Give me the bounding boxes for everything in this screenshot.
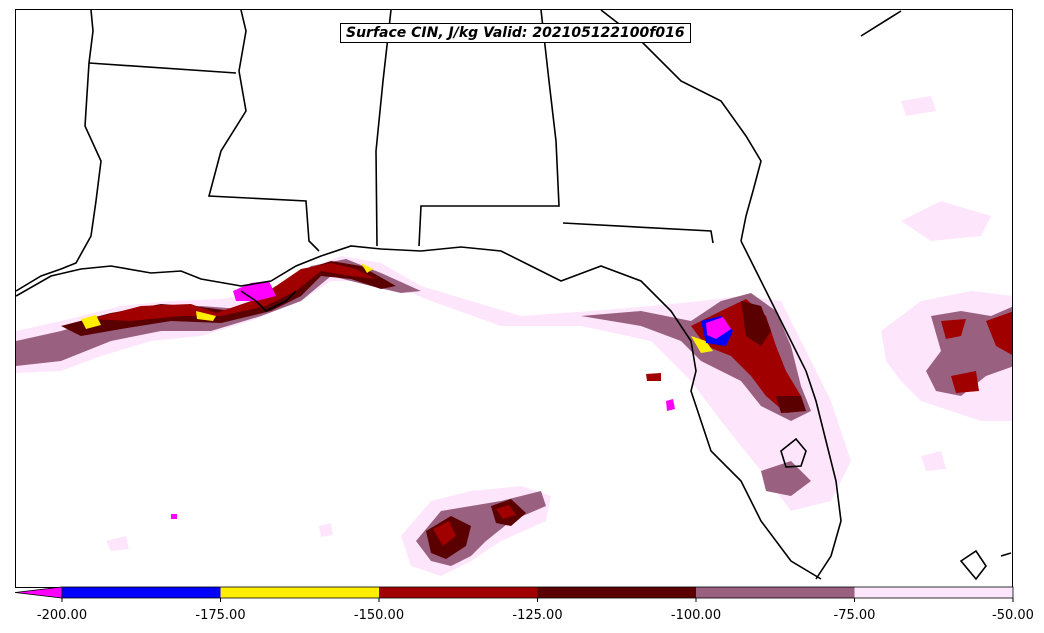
colorbar-tick-label: -100.00 <box>670 608 722 623</box>
cin-gulf-red <box>433 505 516 546</box>
tx-la-border <box>16 10 102 292</box>
colorbar-tick-label: -75.00 <box>833 608 876 623</box>
ms-al-border <box>375 10 392 247</box>
colorbar-bin-1 <box>220 587 379 598</box>
cin-band-red <box>91 263 376 321</box>
colorbar-tick-label: -150.00 <box>353 608 405 623</box>
ar-la-border <box>88 62 237 74</box>
colorbar-tick-label: -200.00 <box>36 608 88 623</box>
ga-coast <box>600 10 762 242</box>
colorbar-bin-2 <box>379 587 538 598</box>
cin-fl-magenta <box>706 317 731 339</box>
atlantic-coast-ne <box>860 10 902 37</box>
cin-scatter-red <box>646 373 661 381</box>
colorbar-tick-label: -175.00 <box>195 608 246 623</box>
colorbar-bin-4 <box>696 587 855 598</box>
cin-atl-red <box>941 311 1012 393</box>
cin-fl-dark <box>741 301 806 413</box>
lake-okeechobee <box>780 437 807 468</box>
colorbar <box>14 586 1014 602</box>
map-panel: Surface CIN, J/kg Valid: 202105122100f01… <box>15 9 1013 588</box>
colorbar-tick-label: -125.00 <box>512 608 563 623</box>
cin-scatter-magenta <box>171 399 675 519</box>
cin-fl-yellow <box>691 336 713 353</box>
cin-shading <box>16 96 1012 576</box>
fl-atlantic-coast <box>740 240 842 580</box>
la-delta <box>240 290 297 312</box>
cin-mississippi-magenta <box>233 281 276 301</box>
colorbar-bin-3 <box>537 587 696 598</box>
gulf-coast <box>16 245 822 580</box>
al-ga-border <box>418 10 560 247</box>
colorbar-extend-min <box>14 586 63 599</box>
colorbar-bin-5 <box>854 587 1013 598</box>
bahamas <box>959 549 1012 581</box>
colorbar-bin-0 <box>62 587 221 598</box>
map-title: Surface CIN, J/kg Valid: 202105122100f01… <box>340 23 691 43</box>
cin-map <box>16 10 1012 581</box>
la-ms-border <box>207 10 320 252</box>
boundaries <box>16 10 1012 581</box>
cin-band-light <box>16 256 851 511</box>
colorbar-tick-label: -50.00 <box>992 608 1034 623</box>
ga-fl-border <box>562 222 714 244</box>
